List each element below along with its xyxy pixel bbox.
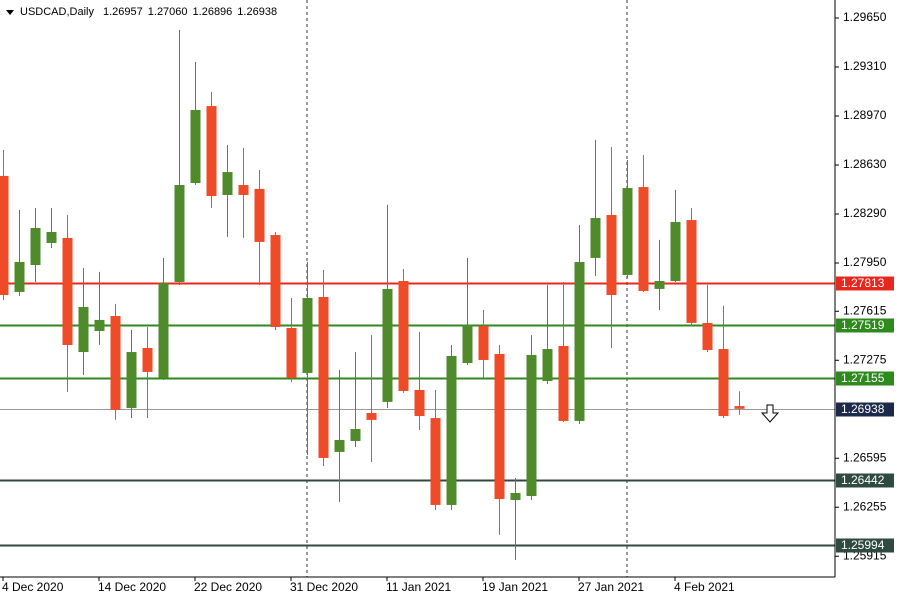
candle-body [430, 418, 441, 505]
level-label-box [836, 473, 894, 488]
y-tick-label: 1.28290 [843, 206, 887, 220]
candle-body [542, 349, 553, 382]
candle-body [670, 221, 681, 282]
candle-body [190, 109, 201, 184]
candle-body [526, 354, 537, 497]
header-value: 1.26896 [193, 6, 233, 18]
header-value: 1.27060 [148, 6, 188, 18]
candle-body [622, 188, 633, 275]
candle-body [590, 218, 601, 258]
candle-body [302, 298, 313, 373]
candle-body [222, 172, 233, 195]
candle-body [718, 349, 729, 417]
candle-body [366, 413, 377, 420]
y-tick-label: 1.28970 [843, 108, 887, 122]
level-label-box [836, 538, 894, 553]
candle-body [318, 297, 329, 458]
current-price-box [836, 402, 894, 417]
candle-body [142, 348, 153, 372]
levels [0, 282, 835, 547]
candle-body [334, 439, 345, 452]
candle-body [286, 327, 297, 378]
candle-body [14, 261, 25, 292]
axis-labels: 1.29650 1.29310 1.28970 1.28630 1.28290 1.279… [2, 10, 894, 594]
candle-body [734, 406, 745, 409]
y-tick-label: 1.27950 [843, 255, 887, 269]
level-label: 1.26442 [841, 473, 885, 487]
y-tick-label: 1.26595 [843, 450, 887, 464]
candle-body [638, 187, 649, 291]
candle-body [62, 237, 73, 345]
y-tick-label: 1.26255 [843, 499, 887, 513]
level-label: 1.27813 [841, 276, 885, 290]
y-tick-label: 1.29650 [843, 10, 887, 24]
candle-body [686, 220, 697, 323]
candle-body [110, 316, 121, 410]
candle-body [78, 306, 89, 353]
current-price-label: 1.26938 [841, 402, 885, 416]
chart-symbol: USDCAD,Daily [20, 6, 94, 18]
header-value: 1.26938 [237, 6, 277, 18]
candle-body [0, 175, 9, 295]
candle-body [414, 389, 425, 417]
sell-arrow [760, 404, 780, 423]
y-tick-label: 1.29310 [843, 59, 887, 73]
candle-body [558, 345, 569, 421]
header-ohlc: 1.26957 1.27060 1.26896 1.26938 [103, 6, 277, 18]
x-tick-label: 27 Jan 2021 [578, 580, 644, 594]
candles [0, 29, 745, 560]
candle-body [158, 283, 169, 378]
candle-body [94, 319, 105, 332]
x-tick-label: 4 Feb 2021 [674, 580, 735, 594]
candle-body [46, 232, 57, 243]
candle-body [270, 235, 281, 327]
candle-body [238, 185, 249, 195]
level-label: 1.25994 [841, 538, 885, 552]
y-tick-label: 1.27615 [843, 303, 887, 317]
x-tick-label: 4 Dec 2020 [2, 580, 64, 594]
x-tick-label: 22 Dec 2020 [194, 580, 262, 594]
candle-body [206, 106, 217, 196]
candle-body [174, 185, 185, 283]
level-label-box [836, 318, 894, 333]
candle-body [382, 288, 393, 402]
candle-body [462, 324, 473, 364]
candle-body [654, 281, 665, 289]
candle-body [510, 492, 521, 501]
symbol-dropdown[interactable] [6, 10, 14, 15]
x-tick-label: 14 Dec 2020 [98, 580, 166, 594]
x-tick-label: 31 Dec 2020 [290, 580, 358, 594]
candle-body [254, 188, 265, 242]
header-value: 1.26957 [103, 6, 143, 18]
candle-body [350, 429, 361, 441]
candle-body [478, 325, 489, 360]
level-label-box [836, 371, 894, 386]
candle-body [30, 227, 41, 266]
candle-body [398, 281, 409, 391]
candle-body [606, 215, 617, 295]
candle-body [446, 355, 457, 505]
candle-body [574, 261, 585, 421]
x-tick-label: 19 Jan 2021 [482, 580, 548, 594]
candle-body [126, 352, 137, 408]
x-tick-label: 11 Jan 2021 [386, 580, 451, 594]
level-label: 1.27155 [841, 371, 885, 385]
level-label: 1.27519 [841, 318, 885, 332]
candle-body [494, 353, 505, 500]
level-label-box [836, 276, 894, 291]
candle-body [702, 322, 713, 351]
y-tick-label: 1.28630 [843, 157, 887, 171]
y-tick-label: 1.27275 [843, 352, 887, 366]
